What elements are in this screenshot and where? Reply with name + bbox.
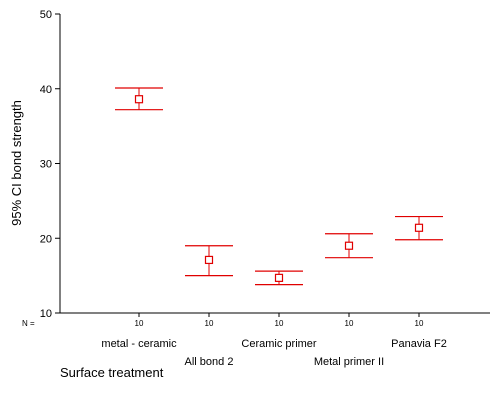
error-bars	[115, 87, 443, 286]
y-tick-label: 10	[40, 308, 52, 320]
x-tick-label: Ceramic primer	[241, 338, 317, 350]
x-tick-label: metal - ceramic	[101, 338, 177, 350]
n-label: 10	[275, 319, 284, 328]
n-prefix-label: N =	[22, 319, 35, 328]
n-label: 10	[205, 319, 214, 328]
y-tick-label: 30	[40, 159, 52, 171]
n-labels: N = 10 10 10 10 10	[22, 319, 424, 328]
mean-marker	[134, 95, 144, 104]
y-tick-label: 40	[40, 84, 52, 96]
x-tick-labels: metal - ceramic All bond 2 Ceramic primer M…	[101, 313, 447, 368]
axes	[59, 14, 490, 314]
x-tick-label: All bond 2	[185, 356, 234, 368]
x-tick-label: Panavia F2	[391, 338, 447, 350]
y-tick-label: 20	[40, 233, 52, 245]
y-ticks: 10 20 30 40 50	[40, 9, 60, 320]
x-axis-title: Surface treatment	[60, 365, 164, 380]
x-tick-label: Metal primer II	[314, 356, 384, 368]
mean-marker	[274, 273, 284, 282]
y-axis-title: 95% CI bond strength	[9, 100, 24, 226]
n-label: 10	[415, 319, 424, 328]
mean-marker	[204, 255, 214, 265]
mean-marker	[344, 241, 354, 250]
mean-marker	[414, 223, 424, 232]
n-label: 10	[135, 319, 144, 328]
y-tick-label: 50	[40, 9, 52, 21]
n-label: 10	[345, 319, 354, 328]
